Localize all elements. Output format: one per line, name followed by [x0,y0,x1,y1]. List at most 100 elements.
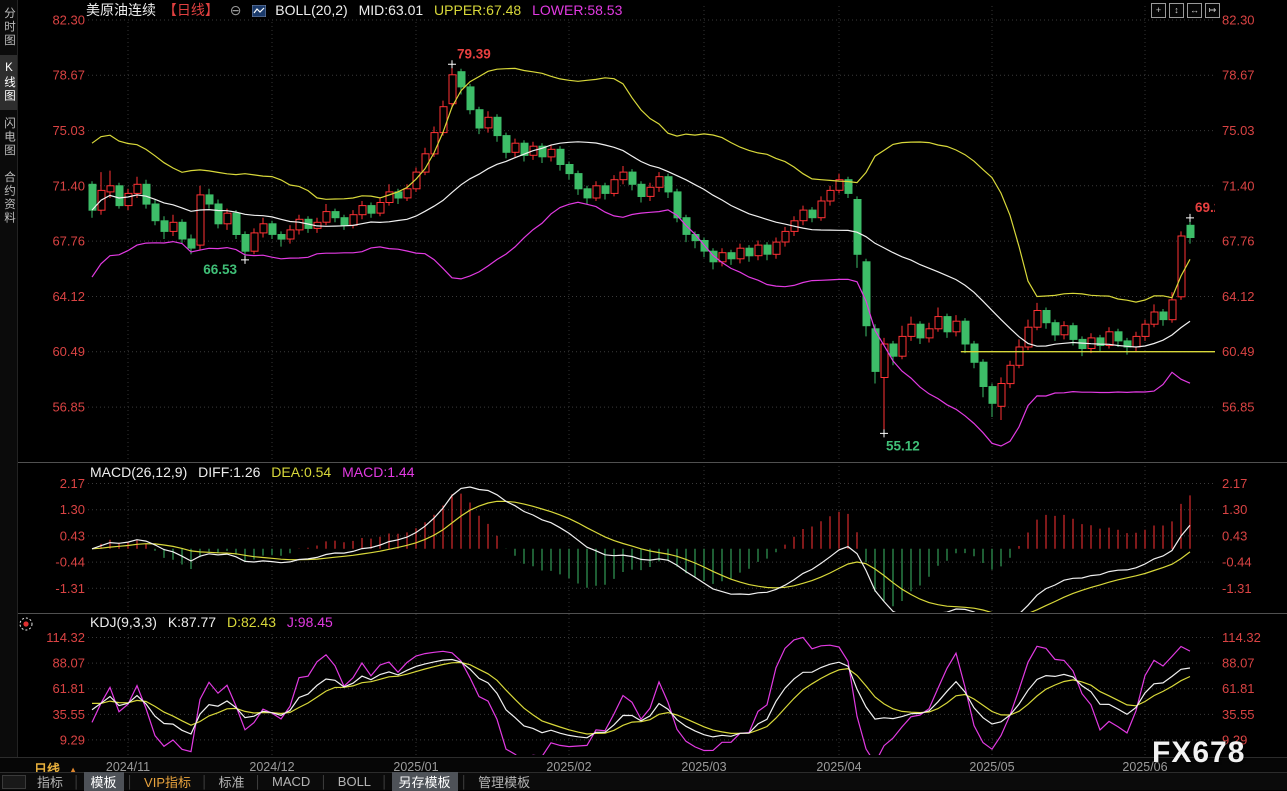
extreme-marker [241,255,249,264]
macd-diff-line [91,486,1191,612]
window-icons: + ↕ ↔ ↦ [1151,3,1220,18]
svg-text:-0.44: -0.44 [55,555,85,570]
svg-text:2.17: 2.17 [60,476,85,491]
sidebar: 分时图 K线图闪电图合约资料 [0,0,18,773]
svg-text:-1.31: -1.31 [55,581,85,596]
toolbar-item-3[interactable]: 标准 [218,775,245,790]
symbol-name: 美原油连续 [86,2,156,18]
toolbar-item-6[interactable]: 另存模板 [391,772,458,791]
boll-upper-line [91,67,1191,303]
annotation-label: 55.12 [886,438,920,453]
x-axis-label: 2025/06 [1122,760,1168,774]
toolbar-separator: │ [320,774,328,789]
svg-text:114.32: 114.32 [1222,630,1261,645]
extreme-marker [1186,213,1194,222]
macd-panel[interactable] [91,486,1191,624]
svg-text:60.49: 60.49 [52,344,85,359]
svg-text:1.30: 1.30 [1222,502,1247,517]
svg-text:56.85: 56.85 [1222,400,1255,415]
collapse-icon[interactable]: ⊖ [229,2,242,18]
x-axis-label: 2025/03 [681,760,727,774]
gridlines [88,6,1215,755]
kdj-j-line [91,636,1191,755]
layout-panes-icon[interactable]: + [1151,3,1166,18]
svg-text:56.85: 56.85 [52,400,85,415]
kdj-panel[interactable] [91,636,1191,757]
x-axis-label: 2025/02 [546,760,592,774]
x-axis-label: 2024/12 [249,760,295,774]
kdj-header: KDJ(9,3,3) K:87.77 D:82.43 J:98.45 [90,614,340,631]
x-axis-label: 2025/01 [393,760,439,774]
macd-dea-line [91,500,1191,612]
kdj-k-value: K:87.77 [167,614,217,630]
scale-horizontal-icon[interactable]: ↔ [1187,3,1202,18]
svg-text:64.12: 64.12 [1222,289,1255,304]
sidebar-tab-1[interactable]: K线图 [0,54,17,110]
mini-chart-icon[interactable] [252,5,267,17]
macd-title[interactable]: MACD(26,12,9) [90,464,188,480]
toolbar-separator: │ [126,774,135,789]
price-annotations: 66.53 79.39 55.12 69.29 [203,46,1215,453]
scale-vertical-icon[interactable]: ↕ [1169,3,1184,18]
kdj-k-line [91,658,1191,739]
chevron-up-icon: ▲ [67,765,79,777]
toolbar-item-5[interactable]: BOLL [337,774,372,789]
macd-dea-value: DEA:0.54 [271,464,332,480]
svg-text:78.67: 78.67 [52,68,85,83]
corner-button[interactable] [2,775,26,789]
sidebar-tab-0[interactable]: 分时图 [3,7,15,48]
kdj-d-value: D:82.43 [226,614,277,630]
macd-diff-value: DIFF:1.26 [198,464,261,480]
toolbar-separator: │ [73,774,81,789]
svg-text:78.67: 78.67 [1222,68,1255,83]
x-axis-label: 2025/04 [816,760,862,774]
svg-text:114.32: 114.32 [46,630,85,645]
toolbar-separator: │ [381,774,389,789]
boll-mid-value: MID:63.01 [358,2,424,18]
svg-text:75.03: 75.03 [1222,123,1255,138]
shift-right-icon[interactable]: ↦ [1205,3,1220,18]
svg-text:61.81: 61.81 [52,681,85,696]
svg-text:61.81: 61.81 [1222,681,1255,696]
boll-lower-line [91,201,1191,447]
annotation-label: 79.39 [457,46,491,61]
date-axis-row: 日线 ▲ 2024/11 2024/12 2025/01 2025/02 2025/03… [0,757,1287,777]
svg-text:82.30: 82.30 [52,13,85,28]
kdj-j-value: J:98.45 [286,614,333,630]
indicator-title[interactable]: BOLL(20,2) [275,2,348,18]
boll-lower-value: LOWER:58.53 [532,2,623,18]
boll-bands [91,67,1191,447]
sidebar-tab-2[interactable]: 闪电图 [3,116,15,158]
kdj-title[interactable]: KDJ(9,3,3) [90,614,157,630]
svg-text:67.76: 67.76 [1222,234,1255,249]
extreme-marker [880,429,888,438]
kdj-d-line [92,661,1191,735]
panel-handle-icon[interactable] [19,617,33,631]
period-tag: 【日线】 [162,2,219,18]
svg-text:35.55: 35.55 [52,707,85,722]
toolbar-item-0[interactable]: 指标 [37,775,64,790]
svg-text:-0.44: -0.44 [1222,555,1252,570]
candlestick-series[interactable] [88,64,1195,434]
toolbar-item-2[interactable]: VIP指标 [144,775,191,790]
sidebar-tab-3[interactable]: 合约资料 [3,171,15,225]
annotation-label: 66.53 [203,262,237,277]
svg-text:60.49: 60.49 [1222,344,1255,359]
svg-text:9.29: 9.29 [60,732,85,747]
toolbar-item-1[interactable]: 模板 [83,772,124,791]
svg-text:67.76: 67.76 [52,234,85,249]
toolbar-separator: │ [254,774,263,789]
y-axis-labels: 82.30 82.30 78.67 78.67 75.03 75.03 71.40 71.40… [46,13,1261,748]
x-axis-label: 2025/05 [969,760,1015,774]
toolbar-item-7[interactable]: 管理模板 [478,775,531,790]
svg-text:0.43: 0.43 [1222,528,1247,543]
svg-text:2.17: 2.17 [1222,476,1247,491]
svg-text:-1.31: -1.31 [1222,581,1252,596]
chart-canvas[interactable]: 66.53 79.39 55.12 69.29 82.30 82.30 78.67 78.6… [0,0,1287,757]
svg-text:88.07: 88.07 [52,656,85,671]
extreme-marker [448,60,456,69]
toolbar-separator: │ [460,774,469,789]
watermark: FX678 [1152,736,1246,769]
toolbar-item-4[interactable]: MACD [272,774,311,789]
